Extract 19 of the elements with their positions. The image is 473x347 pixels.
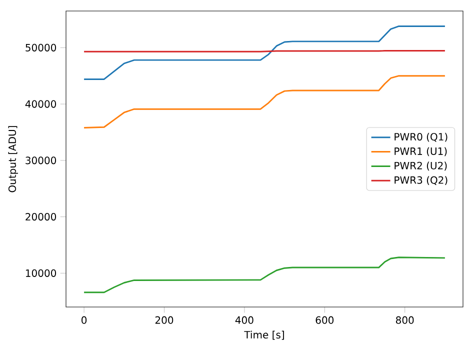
- x-tick-label: 400: [235, 316, 254, 324]
- y-tick-label: 30000: [26, 156, 56, 164]
- legend-label: PWR1 (U1): [394, 147, 447, 156]
- y-tick-label: 20000: [26, 213, 56, 221]
- legend-label: PWR2 (U2): [394, 162, 447, 171]
- y-tick-label: 40000: [25, 100, 56, 108]
- x-axis-title: Time [s]: [244, 330, 284, 340]
- line-series: [83, 25, 446, 80]
- y-axis-title: Output [ADU]: [8, 126, 18, 192]
- x-tick-label: 200: [155, 316, 174, 324]
- x-tick-label: 800: [396, 316, 414, 324]
- legend-label: PWR0 (Q1): [394, 132, 448, 142]
- y-tick-label: 50000: [26, 44, 56, 52]
- y-tick-label: 10000: [26, 269, 56, 277]
- line-series: [83, 75, 446, 128]
- x-tick-label: 600: [316, 316, 334, 324]
- legend-label: PWR3 (Q2): [394, 176, 448, 185]
- line-series: [83, 256, 446, 294]
- x-tick-label: 0: [82, 316, 87, 324]
